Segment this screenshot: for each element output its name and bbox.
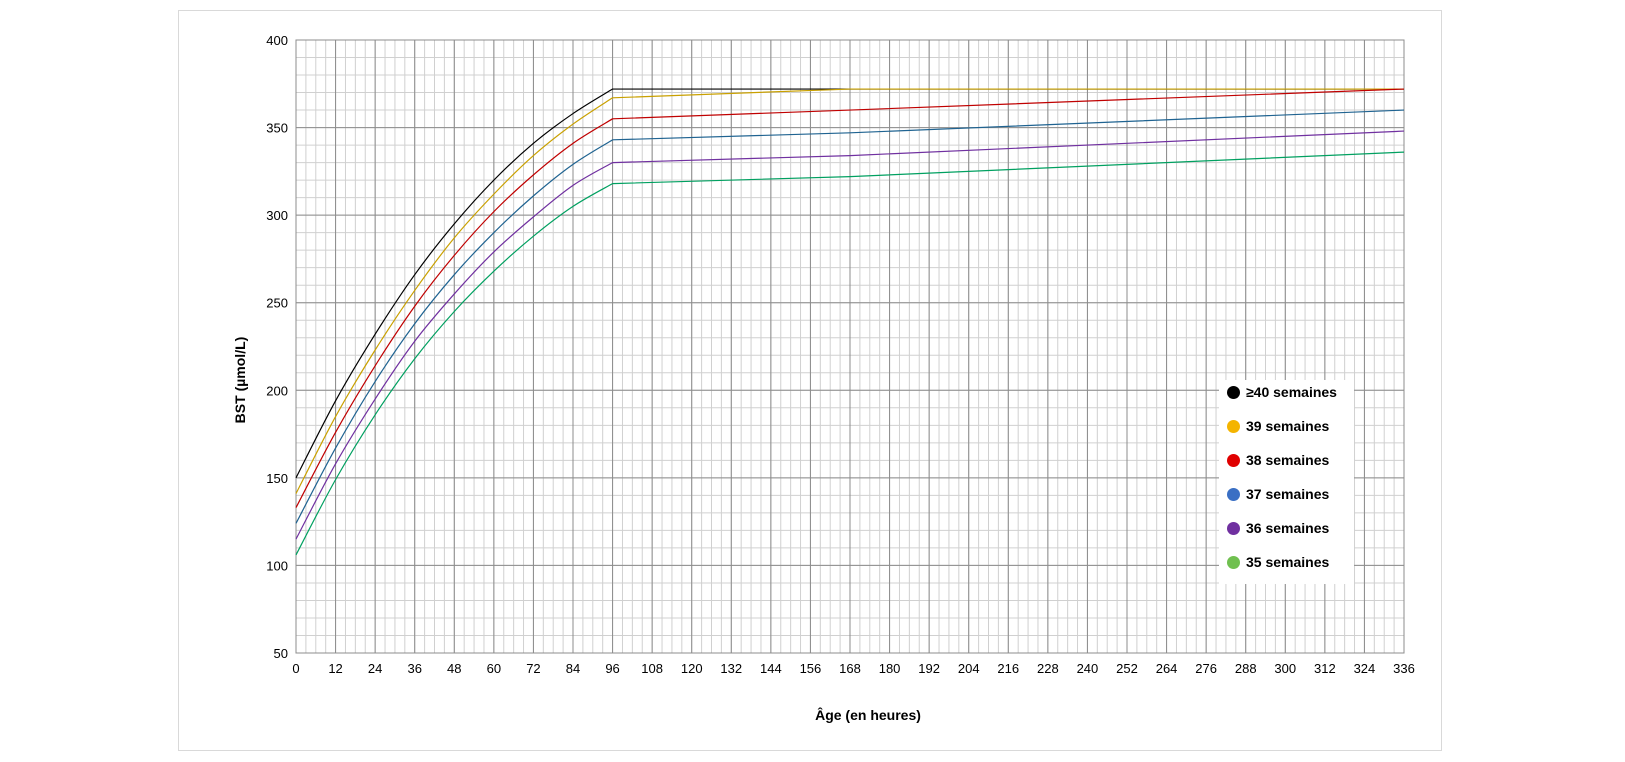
legend-label: 35 semaines [1246,554,1330,570]
y-tick-label: 50 [274,646,288,661]
x-tick-labels: 0 12 24 36 48 60 72 84 96 108 120 132 144 156 168 180 19… [292,661,1414,676]
y-tick-label: 300 [266,208,288,223]
major-grid [295,39,1405,654]
y-tick-label: 200 [266,383,288,398]
legend-dot-icon [1227,453,1240,467]
x-tick-label: 24 [368,661,382,676]
plot-area-border [295,39,1405,654]
series-line-0 [295,88,1404,479]
x-tick-label: 96 [605,661,619,676]
x-tick-label: 144 [760,661,782,676]
legend-label: 38 semaines [1246,452,1330,468]
x-tick-label: 336 [1393,661,1415,676]
y-tick-label: 400 [266,33,288,48]
legend-dot-icon [1227,487,1240,501]
series-line-5 [295,151,1405,556]
legend-item-35: 35 semaines [1227,552,1329,572]
series-line-1 [295,88,1404,494]
legend: ≥40 semaines 39 semaines 38 semaines 37 … [1219,380,1354,584]
x-tick-label: 156 [800,661,822,676]
x-tick-label: 216 [997,661,1019,676]
x-tick-label: 300 [1274,661,1296,676]
x-tick-label: 48 [447,661,461,676]
x-tick-label: 276 [1195,661,1217,676]
x-tick-label: 228 [1037,661,1059,676]
legend-item-39: 39 semaines [1227,416,1329,436]
x-tick-label: 288 [1235,661,1257,676]
y-tick-labels: 50 100 150 200 250 300 350 400 [266,33,288,661]
x-tick-label: 312 [1314,661,1336,676]
legend-label: 36 semaines [1246,520,1330,536]
legend-dot-icon [1227,555,1240,569]
x-tick-label: 204 [958,661,980,676]
legend-item-40: ≥40 semaines [1227,382,1337,402]
x-tick-label: 36 [407,661,421,676]
legend-label: 37 semaines [1246,486,1330,502]
x-tick-label: 180 [879,661,901,676]
x-tick-label: 240 [1077,661,1099,676]
x-tick-label: 264 [1156,661,1178,676]
legend-item-36: 36 semaines [1227,518,1329,538]
x-axis-label: Âge (en heures) [815,706,921,723]
x-tick-label: 132 [720,661,742,676]
y-tick-label: 250 [266,296,288,311]
x-tick-label: 12 [328,661,342,676]
y-tick-label: 150 [266,471,288,486]
y-axis-label: BST (µmol/L) [232,337,248,424]
x-tick-label: 0 [292,661,299,676]
legend-dot-icon [1227,385,1240,399]
series-line-4 [295,130,1405,540]
legend-dot-icon [1227,419,1240,433]
series-line-2 [295,88,1405,508]
x-tick-label: 168 [839,661,861,676]
x-tick-label: 60 [487,661,501,676]
x-tick-label: 192 [918,661,940,676]
legend-label: 39 semaines [1246,418,1330,434]
x-tick-label: 324 [1354,661,1376,676]
x-tick-label: 120 [681,661,703,676]
legend-item-38: 38 semaines [1227,450,1329,470]
y-tick-label: 350 [266,121,288,136]
legend-dot-icon [1227,521,1240,535]
x-tick-label: 252 [1116,661,1138,676]
series-line-3 [295,109,1405,524]
y-tick-label: 100 [266,558,288,573]
x-tick-label: 108 [641,661,663,676]
legend-item-37: 37 semaines [1227,484,1329,504]
x-tick-label: 72 [526,661,540,676]
x-tick-label: 84 [566,661,580,676]
legend-label: ≥40 semaines [1246,384,1337,400]
series-lines [295,88,1405,556]
